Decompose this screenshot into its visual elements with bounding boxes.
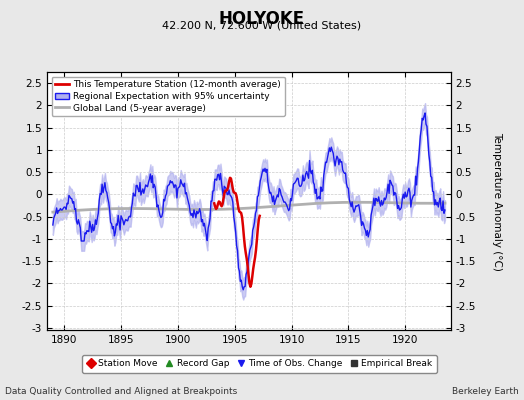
Y-axis label: Temperature Anomaly (°C): Temperature Anomaly (°C) xyxy=(493,132,503,270)
Text: Berkeley Earth: Berkeley Earth xyxy=(452,387,519,396)
Text: Data Quality Controlled and Aligned at Breakpoints: Data Quality Controlled and Aligned at B… xyxy=(5,387,237,396)
Text: HOLYOKE: HOLYOKE xyxy=(219,10,305,28)
Text: 42.200 N, 72.600 W (United States): 42.200 N, 72.600 W (United States) xyxy=(162,20,362,30)
Legend: Station Move, Record Gap, Time of Obs. Change, Empirical Break: Station Move, Record Gap, Time of Obs. C… xyxy=(82,355,437,373)
Legend: This Temperature Station (12-month average), Regional Expectation with 95% uncer: This Temperature Station (12-month avera… xyxy=(52,76,285,116)
